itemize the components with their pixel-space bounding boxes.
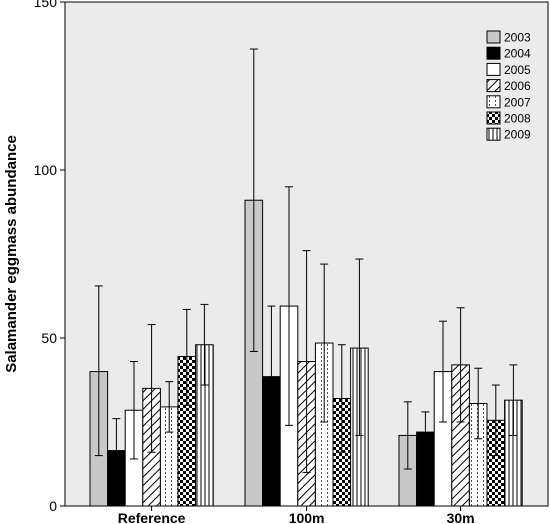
- legend-label-2005: 2005: [504, 63, 531, 77]
- error-bar-2008-30m: [491, 384, 500, 457]
- error-bar-2005-30m: [439, 320, 447, 423]
- error-bar-2008-100m: [337, 344, 346, 453]
- legend-swatch-2003: [486, 30, 501, 44]
- error-bar-2009-30m: [509, 364, 518, 436]
- error-bar-2004-30m: [421, 411, 430, 457]
- legend-label-2004: 2004: [504, 47, 531, 61]
- error-bar-2008-reference: [182, 308, 191, 406]
- legend-label-2008: 2008: [504, 112, 531, 126]
- legend-item-2005: 2005: [486, 62, 531, 77]
- error-bar-2007-100m: [320, 263, 329, 423]
- error-bar-2005-reference: [130, 361, 138, 460]
- error-bar-2006-30m: [456, 307, 465, 423]
- legend-label-2007: 2007: [504, 95, 531, 109]
- x-category-label-reference: Reference: [118, 510, 186, 524]
- error-bar-2007-30m: [474, 367, 483, 440]
- legend-swatch-2004: [486, 46, 501, 60]
- error-bar-2003-reference: [94, 285, 103, 457]
- y-axis-title: Salamander eggmass abundance: [3, 135, 20, 373]
- legend-item-2008: 2008: [486, 111, 531, 126]
- legend-label-2006: 2006: [504, 79, 531, 93]
- y-tick-label-150: 150: [34, 0, 58, 10]
- legend-swatch-2008: [486, 111, 501, 125]
- error-bar-2003-30m: [403, 401, 412, 470]
- error-bar-2006-reference: [147, 324, 156, 453]
- error-bar-2009-reference: [200, 303, 209, 386]
- y-tick-label-100: 100: [34, 162, 58, 178]
- error-bar-2009-100m: [355, 258, 364, 436]
- error-bars-layer: [94, 48, 518, 480]
- legend-swatch-2007: [486, 95, 501, 109]
- error-bar-2004-reference: [112, 418, 121, 480]
- axes-layer: 0 50 100 150 Reference 100m 30m: [34, 0, 548, 524]
- x-category-label-30m: 30m: [447, 510, 475, 524]
- error-bar-2004-100m: [267, 305, 276, 453]
- error-bar-2007-reference: [165, 381, 174, 433]
- legend-item-2009: 2009: [486, 127, 531, 142]
- legend-label-2003: 2003: [504, 31, 531, 45]
- legend-swatch-2005: [486, 62, 501, 76]
- error-bar-2005-100m: [285, 186, 293, 426]
- legend-label-2009: 2009: [504, 128, 531, 142]
- legend-swatch-2006: [486, 79, 501, 93]
- legend-item-2004: 2004: [486, 46, 531, 61]
- legend: 2003 2004 2005 2006 2007 2008 2009: [486, 30, 531, 142]
- error-bar-2006-100m: [302, 250, 311, 473]
- legend-item-2003: 2003: [486, 30, 531, 45]
- y-tick-label-50: 50: [41, 330, 57, 346]
- error-bar-2003-100m: [249, 48, 258, 352]
- legend-item-2007: 2007: [486, 95, 531, 109]
- x-category-label-100m: 100m: [289, 510, 325, 524]
- legend-item-2006: 2006: [486, 79, 531, 93]
- legend-swatch-2009: [486, 127, 501, 141]
- y-tick-label-0: 0: [49, 498, 57, 514]
